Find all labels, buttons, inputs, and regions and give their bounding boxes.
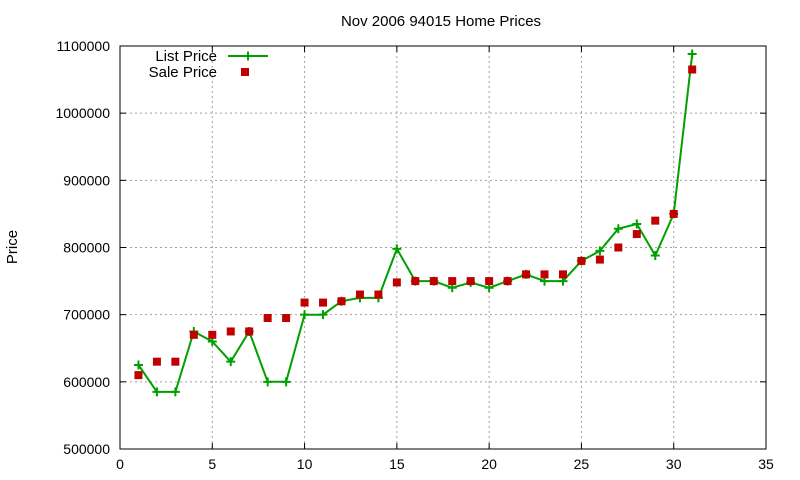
sale-price-point [355,290,364,299]
list-price-point [133,360,143,370]
sale-price-point [282,314,291,323]
x-tick-label: 5 [208,456,216,472]
sale-price-point [319,298,328,307]
sale-price-point [448,277,457,286]
x-tick-label: 20 [481,456,497,472]
sale-price-point [171,357,180,366]
sale-price-point [189,330,198,339]
sale-price-point [337,297,346,306]
sale-price-point [208,330,217,339]
sale-price-point [226,327,235,336]
sale-price-point [540,270,549,279]
sale-price-point [558,270,567,279]
legend: List Price Sale Price [149,48,268,81]
list-price-point [392,244,402,254]
y-tick-label: 500000 [63,441,110,457]
sale-price-point [466,277,475,286]
series [133,49,697,397]
x-tick-label: 30 [666,456,682,472]
sale-price-point [503,277,512,286]
y-tick-label: 700000 [63,307,110,323]
chart-title: Nov 2006 94015 Home Prices [341,13,541,30]
sale-price-point [374,290,383,299]
sale-price-point [614,243,623,252]
sale-price-point [595,255,604,264]
sale-price-point [263,314,272,323]
sale-price-point [669,209,678,218]
list-price-point [281,377,291,387]
y-tick-label: 600000 [63,374,110,390]
x-tick-label: 15 [389,456,405,472]
sale-price-point [429,277,438,286]
series-sale-price [134,65,697,380]
sale-price-point [577,256,586,265]
sale-price-point [688,65,697,74]
legend-marker-list-price [243,51,253,61]
sale-price-point [300,298,309,307]
axis-ticks: 0 5 10 15 20 25 30 35 500000 600000 700000 800000 90… [55,38,774,472]
list-price-point [687,49,697,59]
list-price-point [170,387,180,397]
list-price-point [152,387,162,397]
legend-label-sale-price: Sale Price [149,64,217,81]
sale-price-point [134,371,143,380]
sale-price-point [632,230,641,239]
sale-price-point [152,357,161,366]
x-tick-label: 10 [297,456,313,472]
list-price-point [595,246,605,256]
sale-price-point [485,277,494,286]
sale-price-point [522,270,531,279]
x-tick-label: 35 [758,456,774,472]
y-tick-label: 800000 [63,240,110,256]
list-price-point [318,310,328,320]
x-tick-label: 25 [574,456,590,472]
list-price-point [263,377,273,387]
list-price-point [613,224,623,234]
sale-price-point [392,278,401,287]
y-tick-label: 1100000 [57,38,111,54]
x-tick-label: 0 [116,456,124,472]
y-axis-label: Price [4,230,21,264]
sale-price-point [245,327,254,336]
list-price-point [226,357,236,367]
list-price-point [650,251,660,261]
legend-marker-sale-price [241,68,249,76]
sale-price-point [651,216,660,225]
y-tick-label: 1000000 [55,105,110,121]
legend-label-list-price: List Price [155,48,217,65]
list-price-point [632,219,642,229]
sale-price-point [411,277,420,286]
list-price-point [300,310,310,320]
y-tick-label: 900000 [63,172,110,188]
